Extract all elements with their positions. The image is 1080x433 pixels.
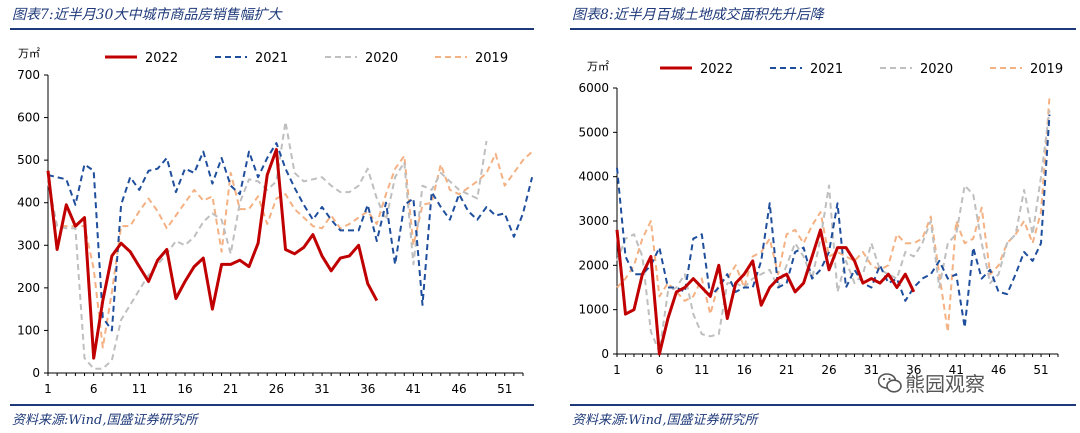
- series-line-2021: [47, 142, 534, 332]
- source-rule: [570, 404, 1076, 406]
- y-tick-label: 4000: [578, 170, 609, 184]
- title-rule: [570, 28, 1076, 30]
- legend-label: 2021: [810, 62, 843, 77]
- series-line-2022: [46, 148, 379, 360]
- x-tick-label: 51: [497, 382, 512, 396]
- x-tick-label: 16: [177, 382, 192, 396]
- x-tick-label: 26: [821, 363, 836, 377]
- chart-panel-right: 图表8:近半月百城土地成交面积先升后降 万㎡ 0 1000 2000 3000 4000 5…: [560, 0, 1080, 433]
- chart-title: 图表7:近半月30大中城市商品房销售幅扩大: [12, 7, 282, 23]
- watermark: 熊园观察: [905, 372, 985, 396]
- legend-label: 2019: [1030, 62, 1063, 77]
- x-tick-label: 41: [949, 363, 964, 377]
- x-tick-label: 11: [132, 382, 147, 396]
- y-tick-label: 300: [17, 238, 40, 252]
- x-tick-label: 6: [90, 382, 98, 396]
- y-tick-label: 400: [17, 196, 40, 210]
- x-tick-label: 11: [694, 363, 709, 377]
- y-tick-label: 600: [17, 111, 40, 125]
- x-tick-label: 6: [656, 363, 664, 377]
- x-tick-label: 36: [360, 382, 375, 396]
- x-tick-label: 1: [613, 363, 621, 377]
- y-tick-label: 5000: [578, 125, 609, 139]
- source-note: 资料来源:Wind,国盛证券研究所: [12, 413, 198, 428]
- source-note: 资料来源:Wind,国盛证券研究所: [572, 413, 758, 428]
- x-tick-label: 21: [223, 382, 238, 396]
- y-tick-label: 700: [17, 68, 40, 82]
- legend-label: 2021: [255, 51, 288, 66]
- y-tick-label: 200: [17, 281, 40, 295]
- x-tick-label: 1: [44, 382, 52, 396]
- series-line-2019: [47, 150, 533, 349]
- y-tick-label: 2000: [578, 258, 609, 272]
- y-tick-label: 500: [17, 153, 40, 167]
- y-tick-label: 1000: [578, 303, 609, 317]
- legend-label: 2022: [700, 62, 733, 77]
- x-tick-label: 31: [314, 382, 329, 396]
- series-line-2021: [616, 114, 1051, 329]
- series-line-2020: [616, 110, 1051, 353]
- x-tick-label: 26: [269, 382, 284, 396]
- legend-label: 2020: [920, 62, 953, 77]
- x-tick-label: 36: [906, 363, 921, 377]
- series-line-2019: [616, 96, 1051, 333]
- y-tick-label: 0: [601, 347, 609, 361]
- x-tick-label: 51: [1033, 363, 1048, 377]
- y-unit-label: 万㎡: [18, 47, 40, 60]
- chart-panel-left: 图表7:近半月30大中城市商品房销售幅扩大 万㎡ 0 100 200 300 400 500…: [0, 0, 538, 433]
- y-tick-label: 100: [17, 323, 40, 337]
- y-tick-label: 6000: [578, 81, 609, 95]
- y-tick-label: 3000: [578, 214, 609, 228]
- x-tick-label: 16: [737, 363, 752, 377]
- legend-label: 2019: [475, 51, 508, 66]
- wechat-icon: [878, 373, 902, 393]
- title-rule: [10, 28, 534, 30]
- x-tick-label: 31: [864, 363, 879, 377]
- series-line-2022: [615, 228, 916, 356]
- y-unit-label: 万㎡: [587, 60, 609, 73]
- y-tick-label: 0: [32, 366, 40, 380]
- legend-label: 2022: [145, 51, 178, 66]
- source-rule: [10, 404, 534, 406]
- chart-title: 图表8:近半月百城土地成交面积先升后降: [572, 7, 824, 23]
- x-tick-label: 46: [451, 382, 466, 396]
- series-line-2020: [47, 120, 488, 370]
- x-tick-label: 21: [779, 363, 794, 377]
- legend-label: 2020: [365, 51, 398, 66]
- x-tick-label: 41: [406, 382, 421, 396]
- x-tick-label: 46: [991, 363, 1006, 377]
